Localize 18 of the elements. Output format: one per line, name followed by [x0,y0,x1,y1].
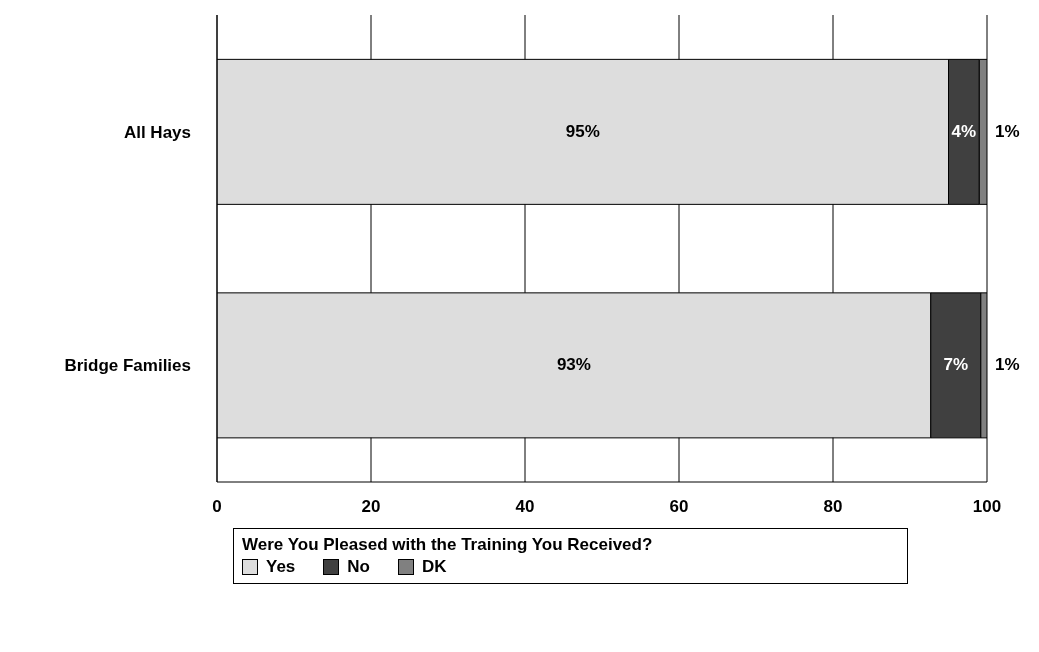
x-tick-label: 0 [212,497,222,517]
legend-label: No [347,557,370,577]
x-tick-label: 100 [972,497,1002,517]
data-label: 93% [556,355,591,375]
data-label: 7% [943,355,969,375]
legend-label: DK [421,557,447,577]
y-tick-label: Bridge Families [64,356,191,376]
x-tick-label: 20 [361,497,381,517]
x-tick-label: 60 [669,497,689,517]
data-label: 95% [565,121,600,141]
x-tick-label: 40 [515,497,535,517]
x-tick-label: 80 [823,497,843,517]
legend-label: Yes [266,557,296,577]
y-tick-label: All Hays [123,122,191,142]
data-label: 1% [995,355,1020,375]
data-label: 4% [951,121,977,141]
legend-title: Were You Pleased with the Training You Received? [242,535,654,555]
data-label: 1% [995,121,1020,141]
